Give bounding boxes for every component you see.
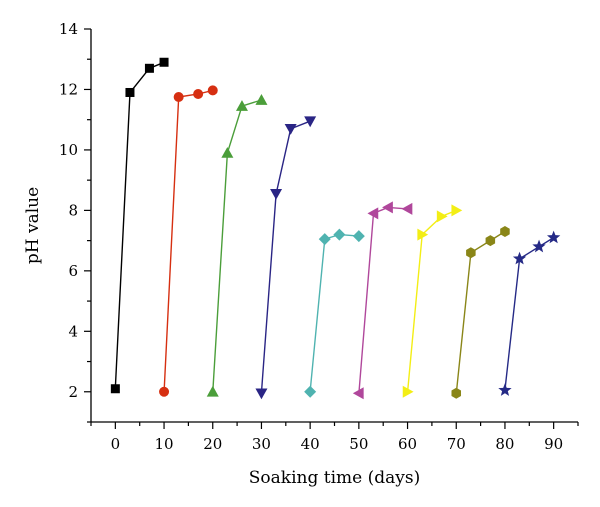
data-point [498,383,512,396]
series-line [358,206,408,394]
series-line [114,61,165,389]
data-point [207,85,218,96]
series-9 [498,230,561,396]
data-point [144,63,154,73]
data-point [485,235,496,247]
data-point [125,87,135,97]
data-point [500,226,510,238]
series-line [163,89,213,392]
data-point [110,384,120,394]
data-point [401,202,413,215]
series-line [212,99,262,392]
ticks: 0 10 20 30 40 50 60 70 80 90 2 4 6 8 10 12 14 [59,20,579,453]
y-tick-label: 12 [59,80,78,98]
data-point [451,387,462,399]
data-point [159,386,170,397]
data-point [352,230,365,243]
series-5 [304,228,365,398]
x-tick-label: 10 [155,435,174,453]
data-point [546,230,561,244]
x-tick-label: 80 [495,435,514,453]
x-axis-title: Soaking time (days) [249,468,420,488]
x-tick-label: 90 [544,435,563,453]
data-point [451,204,463,217]
data-point [270,188,283,200]
y-tick-label: 10 [59,141,78,159]
series-line [406,209,457,392]
data-point [512,251,527,265]
data-point [532,239,546,253]
series-2 [159,85,218,397]
series-3 [206,94,268,397]
data-point [284,123,297,135]
data-point [436,210,448,223]
series-7 [402,204,463,398]
data-point [206,385,219,397]
series-4 [255,116,317,400]
y-tick-label: 8 [68,201,78,219]
x-tick-label: 30 [252,435,271,453]
series-line [309,233,359,392]
data-point [367,207,379,220]
y-axis-title: pH value [23,187,43,264]
series-6 [352,201,413,400]
data-point [173,92,184,103]
data-point [352,387,364,400]
data-point [255,388,268,400]
x-tick-label: 0 [111,435,121,453]
y-tick-label: 14 [59,20,78,38]
y-tick-label: 2 [68,383,78,401]
data-point [193,88,204,99]
data-point [159,57,169,67]
x-tick-label: 60 [398,435,417,453]
x-tick-label: 40 [301,435,320,453]
data-point [402,385,414,398]
series-line [260,120,311,394]
series-group [110,57,561,400]
series-line [504,237,554,391]
data-point [466,247,476,259]
axes [90,29,578,423]
x-tick-label: 70 [447,435,466,453]
data-point [417,228,429,241]
data-point [304,385,317,398]
y-tick-label: 6 [68,262,78,280]
series-1 [110,57,169,394]
series-line [455,230,506,394]
data-point [333,228,346,241]
data-point [221,146,234,158]
x-tick-label: 50 [349,435,368,453]
data-point [382,201,393,214]
data-point [318,233,331,246]
data-point [255,94,268,105]
data-point [304,116,317,128]
data-point [235,100,248,111]
y-tick-label: 4 [68,322,78,340]
x-tick-label: 20 [203,435,222,453]
series-8 [451,226,510,399]
